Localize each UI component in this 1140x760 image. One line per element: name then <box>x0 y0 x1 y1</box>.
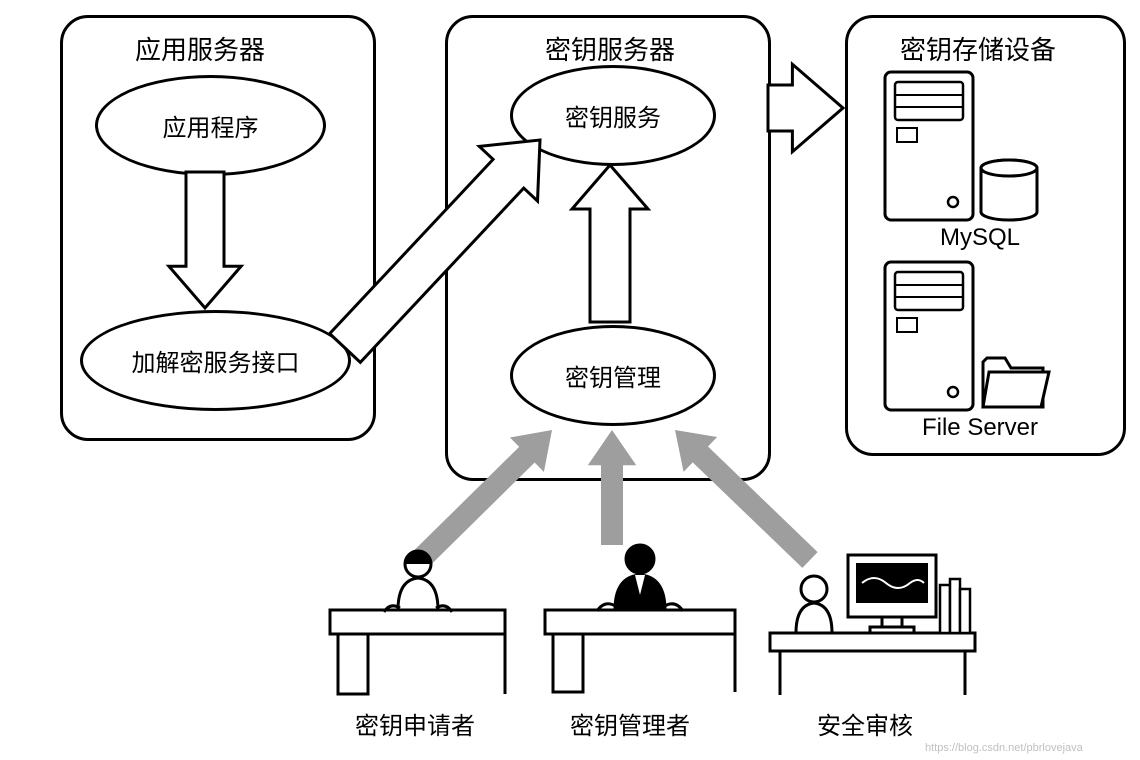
label-auditor: 安全审核 <box>800 706 930 741</box>
label-manager: 密钥管理者 <box>555 706 705 741</box>
node-app-label: 应用程序 <box>163 108 259 143</box>
node-crypto-label: 加解密服务接口 <box>132 343 300 378</box>
title-key-server: 密钥服务器 <box>545 30 675 67</box>
label-applicant: 密钥申请者 <box>340 706 490 741</box>
title-app-server: 应用服务器 <box>135 30 265 67</box>
node-keysvc-label: 密钥服务 <box>565 98 661 133</box>
node-crypto-interface: 加解密服务接口 <box>80 310 351 411</box>
icon-actor-applicant <box>330 551 505 694</box>
node-app: 应用程序 <box>95 75 326 176</box>
node-key-service: 密钥服务 <box>510 65 716 166</box>
node-keymgmt-label: 密钥管理 <box>565 358 661 393</box>
diagram-canvas: 应用服务器 密钥服务器 密钥存储设备 应用程序 加解密服务接口 密钥服务 密钥管… <box>0 0 1140 760</box>
icon-actor-manager <box>545 545 735 692</box>
node-key-mgmt: 密钥管理 <box>510 325 716 426</box>
title-key-storage: 密钥存储设备 <box>900 30 1056 67</box>
watermark-text: https://blog.csdn.net/pbrlovejava <box>925 742 1083 754</box>
icon-actor-auditor <box>770 555 975 695</box>
label-mysql: MySQL <box>920 224 1040 252</box>
label-fileserver: File Server <box>895 414 1065 442</box>
